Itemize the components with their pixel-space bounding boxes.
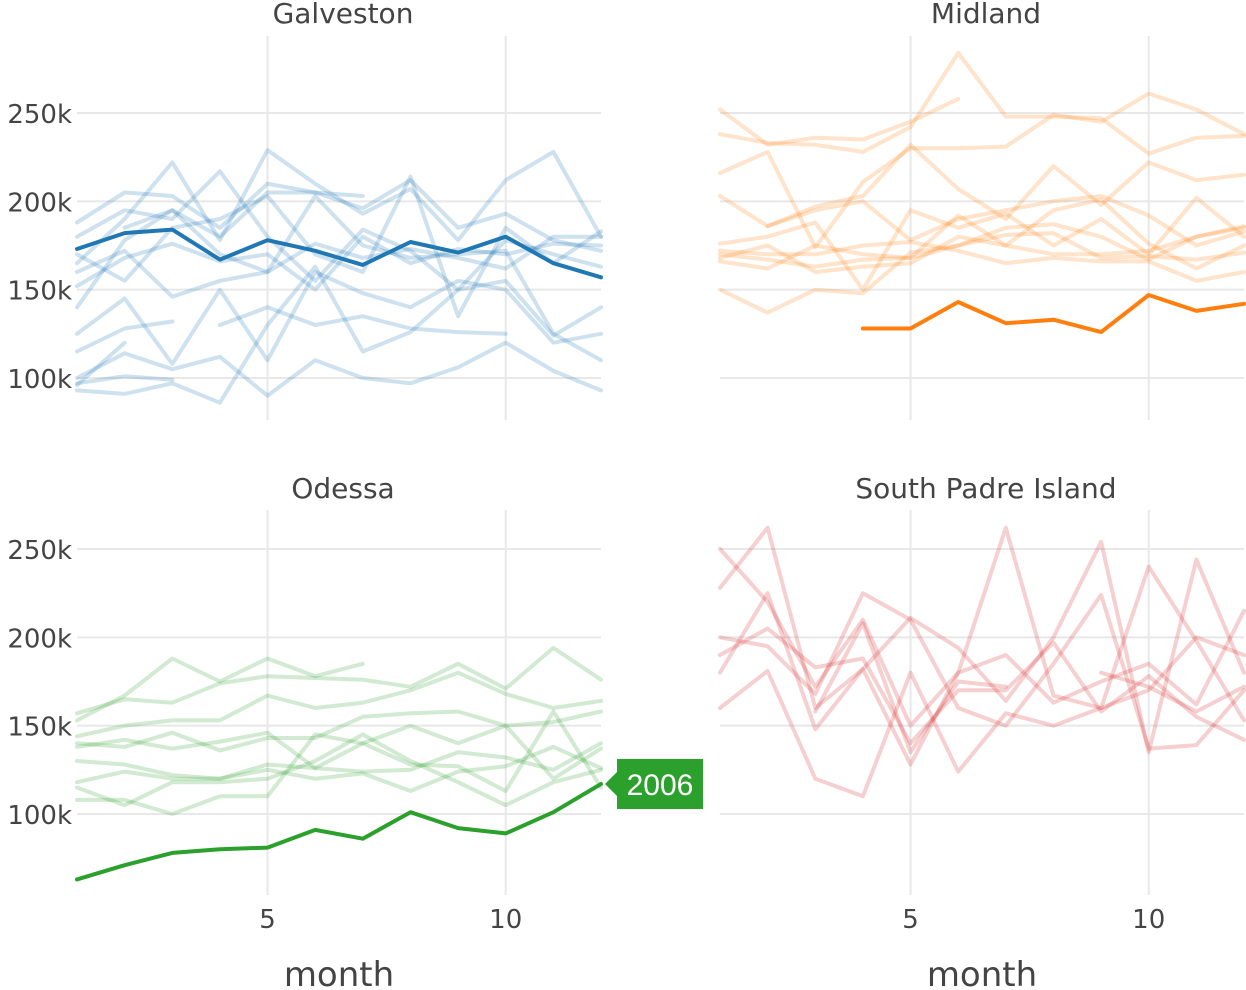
background-series-line-midland [718,240,1246,283]
x-tick-label: 5 [259,905,276,935]
background-series-line-midland [718,142,1246,229]
background-series-line-midland [718,222,1246,315]
background-series-line-galveston [75,264,603,405]
grid-layer [77,36,1244,895]
background-series-line-midland [765,194,1246,248]
y-tick-label: 200k [7,188,72,218]
background-series-line-south-padre-island [813,621,1008,755]
callout-label: 2006 [605,758,703,809]
x-tick-label: 10 [1132,905,1165,935]
panel-title-midland: Midland [931,0,1041,30]
x-axis-title-right: month [927,955,1037,990]
background-series-line-odessa [75,709,603,816]
background-series-line-odessa [75,723,603,781]
callout-text: 2006 [627,769,694,802]
label-layer: 100k 150k 200k 250k Galveston Midland 100k 150k… [7,0,1165,935]
background-series-line-odessa [75,656,365,723]
background-series-line-galveston [75,319,175,354]
x-tick-label: 5 [902,905,919,935]
background-series-line-galveston [75,374,175,386]
background-series-line-odessa [75,744,603,793]
y-tick-label: 150k [7,713,72,743]
background-series-line-south-padre-island [718,635,1246,799]
panel-title-galveston: Galveston [273,0,414,30]
y-tick-label: 100k [7,801,72,831]
background-series-line-galveston [75,148,603,266]
background-series-line-midland [718,197,1246,271]
background-series-line-galveston [122,190,365,239]
background-series-line-odessa [75,709,603,753]
series-layer [75,50,1246,882]
background-series-line-south-padre-island [718,626,1246,746]
highlight-series-line-galveston [75,227,603,280]
background-series-line-midland [718,91,1246,250]
background-series-line-galveston [75,174,603,319]
x-axis-title-left: month [284,955,394,990]
background-series-line-galveston [75,340,127,388]
x-tick-label: 10 [489,905,522,935]
highlight-series-line-midland [860,293,1246,335]
panel-title-south-padre-island: South Padre Island [855,472,1116,505]
background-series-line-south-padre-island [718,591,1246,767]
background-series-line-south-padre-island [718,525,1246,755]
background-series-line-galveston [75,234,603,292]
background-series-line-galveston [75,194,603,363]
background-series-line-galveston [75,208,603,310]
y-tick-label: 200k [7,624,72,654]
background-series-line-odessa [75,732,603,808]
background-series-line-midland [718,225,1246,274]
highlight-series-line-odessa [75,782,603,882]
y-tick-label: 250k [7,536,72,566]
y-tick-label: 100k [7,365,72,395]
background-series-line-south-padre-island [718,525,1246,728]
panel-title-odessa: Odessa [291,472,394,505]
background-series-line-galveston [75,340,603,398]
background-series-line-galveston [217,305,508,336]
background-series-line-galveston [75,270,603,366]
background-series-line-odessa [75,670,603,739]
background-series-line-midland [718,195,1246,292]
background-series-line-odessa [75,645,603,716]
background-series-line-odessa [75,741,603,785]
background-series-line-south-padre-island [1099,670,1246,714]
background-series-line-south-padre-island [718,591,1246,751]
background-series-line-midland [718,50,1246,156]
y-tick-label: 250k [7,100,72,130]
callout-badge [605,758,703,809]
y-tick-label: 150k [7,277,72,307]
background-series-line-midland [718,231,1246,269]
background-series-line-galveston [75,178,603,253]
background-series-line-midland [718,96,961,147]
